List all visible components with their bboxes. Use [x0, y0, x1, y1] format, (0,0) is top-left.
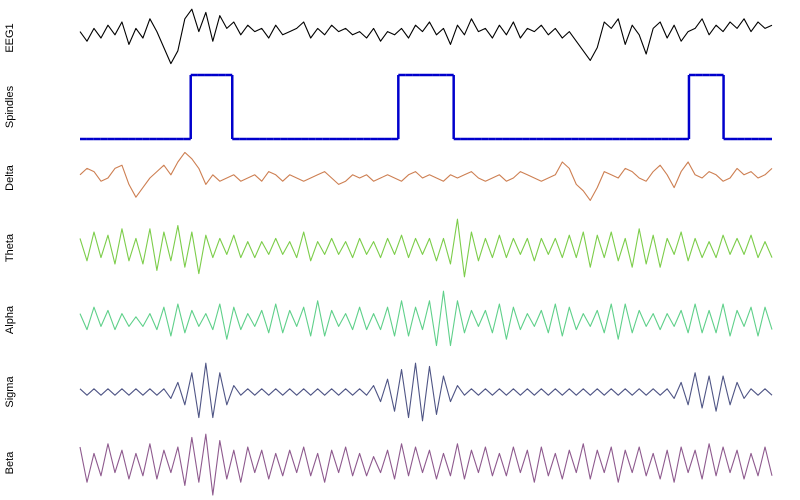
row-label: Theta: [4, 233, 16, 262]
signal-trace: [79, 8, 773, 65]
row-label: Spindles: [4, 85, 16, 128]
row-label: Delta: [4, 164, 16, 191]
signal-trace: [79, 433, 773, 496]
signal-trace: [79, 151, 773, 201]
signal-trace: [79, 218, 773, 278]
row-label: Sigma: [4, 376, 16, 408]
row-label: Alpha: [4, 305, 16, 334]
signal-trace: [79, 362, 773, 422]
row-label: EEG1: [4, 23, 16, 52]
signal-trace: [79, 290, 773, 347]
row-label: Beta: [4, 451, 16, 475]
